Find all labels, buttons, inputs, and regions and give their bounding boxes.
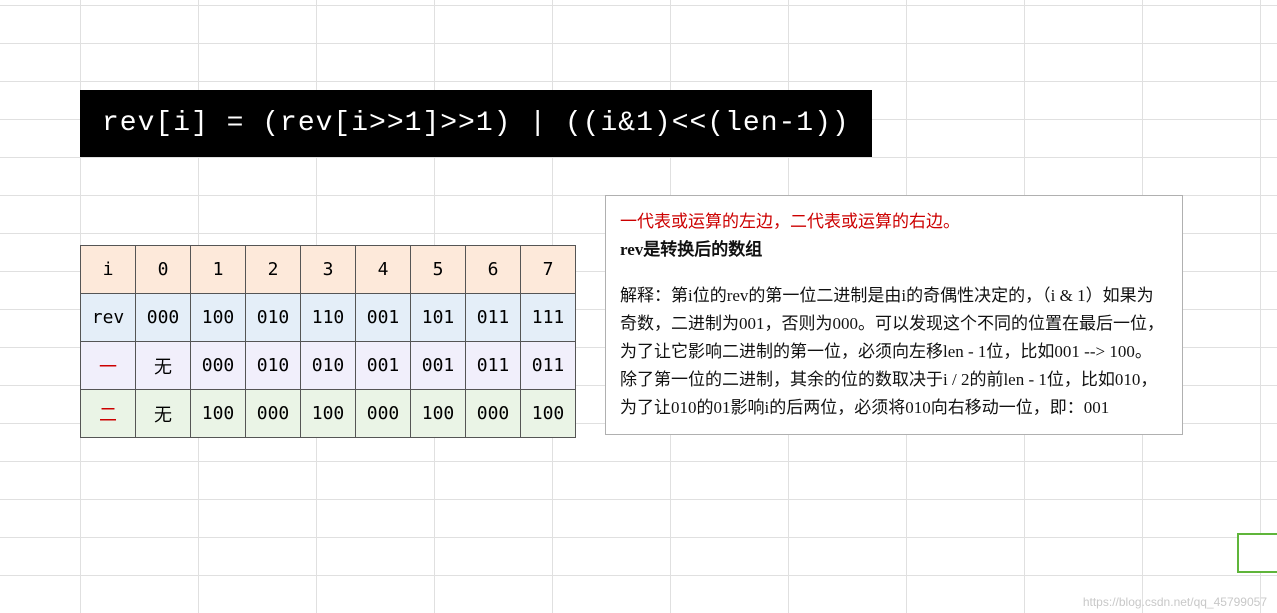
- cell: 001: [356, 294, 411, 342]
- cell: 4: [356, 246, 411, 294]
- cell: 6: [466, 246, 521, 294]
- cell: 2: [246, 246, 301, 294]
- explain-para3: 除了第一位的二进制，其余的位的数取决于i / 2的前len - 1位，比如010…: [620, 366, 1168, 422]
- cell: 100: [521, 390, 576, 438]
- cell: 0: [136, 246, 191, 294]
- cell: 010: [246, 294, 301, 342]
- cell: 无: [136, 342, 191, 390]
- code-text: rev[i] = (rev[i>>1]>>1) | ((i&1)<<(len-1…: [102, 108, 850, 139]
- cell: 000: [191, 342, 246, 390]
- cell: 011: [466, 294, 521, 342]
- table-row-two: 二 无 100 000 100 000 100 000 100: [81, 390, 576, 438]
- cell: 101: [411, 294, 466, 342]
- row-label-one: 一: [81, 342, 136, 390]
- table-row-rev: rev 000 100 010 110 001 101 011 111: [81, 294, 576, 342]
- row-label-i: i: [81, 246, 136, 294]
- row-label-rev: rev: [81, 294, 136, 342]
- cell: 000: [136, 294, 191, 342]
- code-formula-block: rev[i] = (rev[i>>1]>>1) | ((i&1)<<(len-1…: [80, 90, 872, 157]
- spacer: [620, 264, 1168, 282]
- cell: 100: [301, 390, 356, 438]
- row-label-two: 二: [81, 390, 136, 438]
- cell: 100: [191, 294, 246, 342]
- cell: 110: [301, 294, 356, 342]
- cell: 000: [246, 390, 301, 438]
- cell: 3: [301, 246, 356, 294]
- cell: 5: [411, 246, 466, 294]
- cell: 010: [246, 342, 301, 390]
- watermark-text: https://blog.csdn.net/qq_45799057: [1083, 595, 1267, 609]
- table-row-i: i 0 1 2 3 4 5 6 7: [81, 246, 576, 294]
- cell: 000: [356, 390, 411, 438]
- explain-line2: rev是转换后的数组: [620, 240, 762, 259]
- cell: 011: [466, 342, 521, 390]
- cell: 001: [356, 342, 411, 390]
- cell: 100: [191, 390, 246, 438]
- bit-reversal-table: i 0 1 2 3 4 5 6 7 rev 000 100 010 110 00…: [80, 245, 576, 438]
- cell: 001: [411, 342, 466, 390]
- cell: 无: [136, 390, 191, 438]
- cell: 111: [521, 294, 576, 342]
- cell: 010: [301, 342, 356, 390]
- cell: 7: [521, 246, 576, 294]
- table-row-one: 一 无 000 010 010 001 001 011 011: [81, 342, 576, 390]
- explain-para2: 解释：第i位的rev的第一位二进制是由i的奇偶性决定的，（i & 1）如果为奇数…: [620, 282, 1168, 366]
- cell: 000: [466, 390, 521, 438]
- cell: 1: [191, 246, 246, 294]
- explanation-box: 一代表或运算的左边，二代表或运算的右边。 rev是转换后的数组 解释：第i位的r…: [605, 195, 1183, 435]
- green-corner-marker: [1237, 533, 1277, 573]
- cell: 100: [411, 390, 466, 438]
- explain-line1: 一代表或运算的左边，二代表或运算的右边。: [620, 212, 960, 231]
- cell: 011: [521, 342, 576, 390]
